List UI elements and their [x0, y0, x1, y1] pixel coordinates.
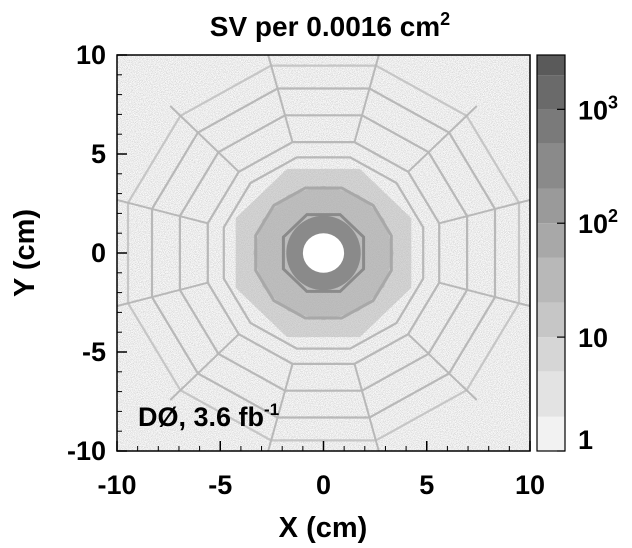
chart-title-main: SV per 0.0016 cm [210, 11, 440, 42]
x-axis-label: X (cm) [279, 512, 368, 544]
annotation-main: DØ, 3.6 fb [138, 402, 264, 432]
color-scale-bar [536, 54, 566, 452]
y-tick-label: 10 [76, 40, 106, 70]
color-scale-band [537, 143, 565, 189]
color-scale-band [537, 223, 565, 258]
radial-support-line [353, 55, 380, 143]
color-scale-frame [536, 54, 566, 452]
color-scale-band [537, 188, 565, 224]
y-tick-label: -5 [82, 337, 106, 367]
beam-pipe-hole [302, 233, 345, 273]
radial-support-line [267, 55, 294, 143]
heatmap-plot-area [117, 55, 530, 451]
y-axis: 10 5 0 -5 -10 [67, 40, 127, 466]
radial-support-line [438, 198, 530, 225]
experiment-annotation: DØ, 3.6 fb-1 [138, 400, 279, 432]
y-tick-label: 0 [91, 238, 106, 268]
color-scale-band [537, 55, 565, 76]
detector-ring [222, 156, 425, 350]
radial-support-line [407, 105, 478, 173]
radial-support-line [267, 363, 294, 451]
x-tick-label: 5 [419, 470, 434, 500]
x-axis: -10 -5 0 5 10 [97, 441, 545, 500]
y-axis-label: Y (cm) [9, 209, 41, 297]
x-tick-label: -10 [97, 470, 136, 500]
detector-ring [254, 186, 393, 320]
radial-support-line [407, 333, 478, 401]
y-tick-label: 5 [91, 139, 106, 169]
chart-title-exponent: 2 [440, 9, 450, 29]
x-tick-label: 0 [316, 470, 331, 500]
radial-support-line [169, 105, 240, 173]
radial-support-line [438, 281, 530, 308]
radial-support-line [353, 363, 380, 451]
color-scale-band [537, 416, 565, 451]
annotation-exponent: -1 [264, 400, 279, 419]
color-scale-tick-label: 10 [578, 323, 608, 353]
detector-structures [117, 55, 530, 451]
color-scale-band [537, 75, 565, 110]
x-tick-label: 10 [515, 470, 545, 500]
chart-title: SV per 0.0016 cm2 [210, 9, 450, 42]
color-scale-band [537, 337, 565, 372]
color-scale-band [537, 371, 565, 417]
color-scale-tick-label: 102 [578, 206, 618, 239]
color-scale-band [537, 257, 565, 303]
radial-support-line [117, 198, 209, 225]
radial-support-line [117, 281, 209, 308]
x-tick-label: -5 [208, 470, 232, 500]
y-tick-label: -10 [67, 436, 106, 466]
color-scale-tick-label: 1 [578, 425, 593, 455]
radial-support-line [169, 333, 240, 401]
detector-ring [281, 213, 366, 293]
color-scale-band [537, 109, 565, 144]
color-scale-tick-label: 103 [578, 92, 618, 125]
color-scale-tick-labels: 1 10 102 103 [557, 92, 618, 455]
color-scale-band [537, 302, 565, 338]
